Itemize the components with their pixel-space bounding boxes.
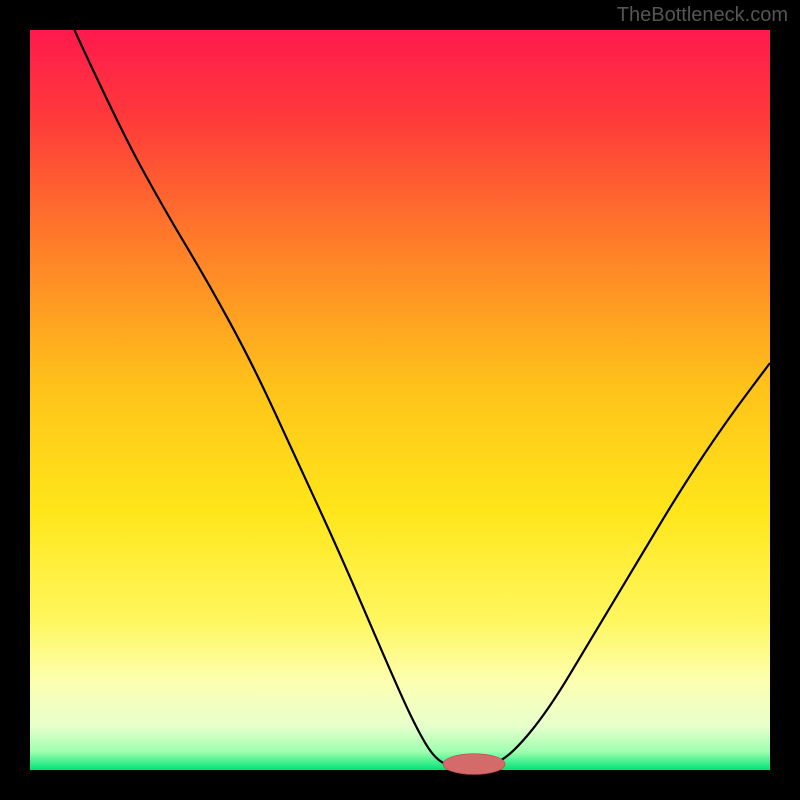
plot-background — [30, 30, 770, 770]
watermark-text: TheBottleneck.com — [617, 4, 788, 27]
bottleneck-chart — [0, 0, 800, 800]
chart-container: TheBottleneck.com — [0, 0, 800, 800]
optimal-marker — [443, 754, 505, 775]
